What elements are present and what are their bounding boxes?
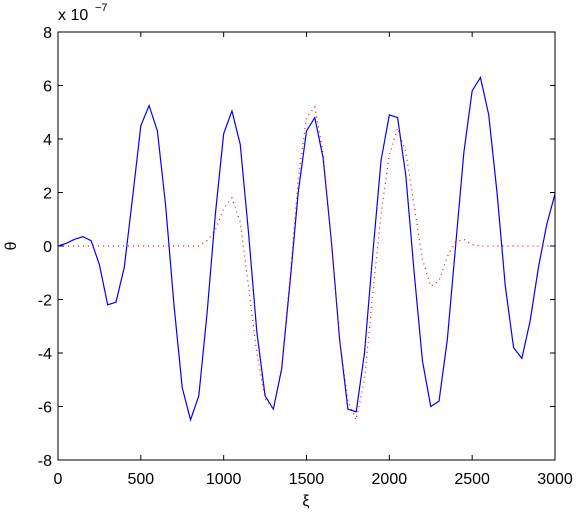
x-tick-label: 2500 [454,471,490,488]
y-tick-label: 6 [43,79,52,96]
x-tick-label: 1000 [206,471,242,488]
series-line [57,75,556,422]
x-tick-label: 2000 [372,471,408,488]
y-multiplier: x 10 [58,7,88,24]
y-tick-label: -4 [38,346,52,363]
y-tick-label: 2 [43,186,52,203]
x-tick-label: 1500 [289,471,325,488]
x-tick-label: 3000 [537,471,573,488]
y-axis-label: θ [3,241,20,250]
x-tick-label: 0 [54,471,63,488]
y-tick-label: 0 [43,239,52,256]
y-tick-label: -8 [38,453,52,470]
plot-frame [57,31,556,461]
y-tick-label: 8 [43,25,52,42]
y-multiplier-exponent: −7 [95,2,108,14]
y-tick-label: -2 [38,293,52,310]
y-tick-label: 4 [43,132,52,149]
y-tick-label: -6 [38,400,52,417]
x-tick-label: 500 [127,471,154,488]
x-axis-label: ξ [302,493,309,510]
